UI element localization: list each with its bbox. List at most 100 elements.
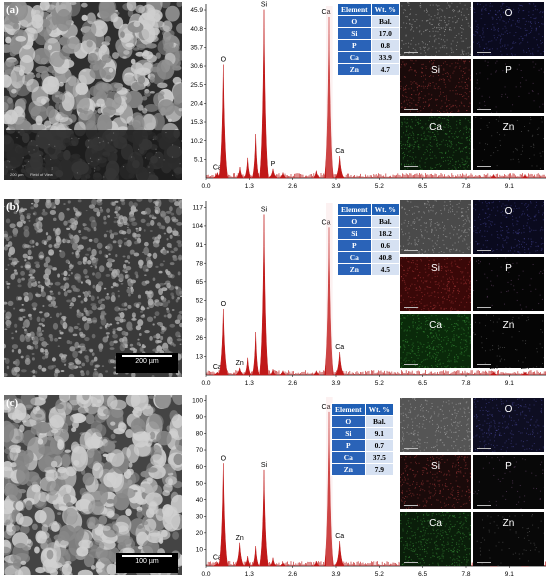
peak-label-zn: Zn xyxy=(236,360,244,367)
spectrum-peak xyxy=(251,546,260,567)
spectrum-peak xyxy=(312,560,320,567)
map-scalebar xyxy=(477,166,491,167)
map-scalebar xyxy=(477,364,491,365)
map-scalebar xyxy=(404,448,418,449)
x-tick-label: 2.6 xyxy=(288,183,297,190)
cell: O xyxy=(337,15,372,28)
table-row: Si 18.2 xyxy=(337,227,400,240)
map-p-a: P xyxy=(473,59,544,113)
sem-image-b: (b) 200 µm xyxy=(4,199,182,377)
col-element-b: Element xyxy=(337,203,372,216)
scalebar-line xyxy=(122,555,172,557)
table-row: Ca 40.8 xyxy=(337,251,400,264)
map-scalebar xyxy=(404,250,418,251)
cell: Zn xyxy=(331,463,366,476)
col-wt-b: Wt. % xyxy=(370,203,400,216)
map-scalebar xyxy=(404,562,418,563)
spectrum-peak xyxy=(269,557,277,567)
peak-label-zn: Zn xyxy=(236,535,244,542)
spectrum-peak xyxy=(324,227,334,376)
map-o-a: O xyxy=(473,2,544,56)
spectrum-peak xyxy=(243,556,253,567)
y-tick-label: 26 xyxy=(196,335,204,342)
table-row: P 0.8 xyxy=(337,39,400,52)
peak-label-ca: Ca xyxy=(335,148,344,155)
map-label: Si xyxy=(431,65,440,76)
panel-b: (b) 200 µm 13 26 39 52 65 78 91 104 117 0.0 1.3 2.6… xyxy=(0,197,550,390)
spectrum-peak xyxy=(324,16,334,179)
table-row: P 0.7 xyxy=(331,439,394,452)
y-tick-label: 30.6 xyxy=(190,63,203,70)
spectrum-peak xyxy=(489,371,499,376)
x-tick-label: 7.8 xyxy=(461,183,470,190)
peak-label-ca: Ca xyxy=(322,404,331,411)
spectrum-peak xyxy=(490,173,498,179)
sem-image-a: (a) 200 µm Field of View xyxy=(4,2,182,180)
y-tick-label: 50 xyxy=(196,480,204,487)
spectrum-highlight xyxy=(326,203,333,375)
y-tick-label: 15.3 xyxy=(190,119,203,126)
map-label: Ca xyxy=(429,122,442,133)
y-tick-label: 104 xyxy=(192,223,203,230)
y-tick-label: 52 xyxy=(196,298,204,305)
map-ca-a: Ca xyxy=(400,116,471,170)
cell: Si xyxy=(337,27,372,40)
y-tick-label: 91 xyxy=(196,242,204,249)
map-p-c: P xyxy=(473,455,544,509)
cell: 0.7 xyxy=(364,439,394,452)
spectrum-highlight xyxy=(326,397,333,566)
y-tick-label: 20.4 xyxy=(190,101,203,108)
cell: Bal. xyxy=(364,415,394,428)
scale-text-b: 200 µm xyxy=(135,358,159,365)
map-texture xyxy=(476,514,544,566)
col-element-c: Element xyxy=(331,403,366,416)
scale-text-c: 100 µm xyxy=(135,558,159,565)
table-row: O Bal. xyxy=(337,215,400,228)
spectrum-peak xyxy=(324,411,334,567)
map-ca-b: Ca xyxy=(400,314,471,368)
col-wt-a: Wt. % xyxy=(370,3,400,16)
eds-spectrum-a: 5.1 10.2 15.3 20.4 25.5 30.6 35.7 40.8 45.9 0.0 1.… xyxy=(186,0,550,193)
x-tick-label: 1.3 xyxy=(245,183,254,190)
spectrum-peak xyxy=(235,166,245,179)
panel-label-b: (b) xyxy=(6,201,20,213)
sem-scalebar-b: 200 µm xyxy=(116,353,178,373)
spectrum-peak xyxy=(218,309,229,376)
peak-label-o: O xyxy=(221,301,227,308)
map-label: P xyxy=(505,263,512,274)
cell: Si xyxy=(337,227,372,240)
map-scalebar xyxy=(477,52,491,53)
spectrum-peak xyxy=(218,64,229,179)
map-scalebar xyxy=(404,307,418,308)
field-text-a: Field of View xyxy=(30,172,53,177)
scalebar-line xyxy=(122,355,172,357)
y-tick-label: 90 xyxy=(196,414,204,421)
map-zn-a: Zn xyxy=(473,116,544,170)
map-texture xyxy=(400,455,471,509)
spectrum-peak xyxy=(312,170,320,179)
x-tick-label: 3.9 xyxy=(331,571,340,578)
map-label: O xyxy=(504,404,513,415)
spectrum-peak xyxy=(279,561,287,567)
map-scalebar xyxy=(477,250,491,251)
map-texture xyxy=(473,200,544,254)
peak-label-si: Si xyxy=(261,206,268,213)
y-tick-label: 100 xyxy=(192,398,203,405)
table-row: Zn 4.5 xyxy=(337,263,400,276)
y-tick-label: 30 xyxy=(196,513,204,520)
panel-label-a: (a) xyxy=(6,4,19,16)
y-tick-label: 80 xyxy=(196,431,204,438)
map-scalebar xyxy=(477,562,491,563)
map-texture xyxy=(473,2,544,56)
x-tick-label: 0.0 xyxy=(201,380,210,387)
map-scalebar xyxy=(477,505,491,506)
spectrum-svg-c: 10 20 30 40 50 60 70 80 90 100 0.0 1.3 2.6 3.9 5.2 6.5 7… xyxy=(192,395,546,578)
y-tick-label: 25.5 xyxy=(190,82,203,89)
map-scalebar xyxy=(404,109,418,110)
table-row: O Bal. xyxy=(331,415,394,428)
spectrum-peak xyxy=(259,214,269,376)
map-zn-c: Zn xyxy=(473,512,544,566)
peak-label-ca: Ca xyxy=(335,344,344,351)
element-maps-c: O Si P Ca Zn xyxy=(400,398,546,566)
table-row: Zn 7.9 xyxy=(331,463,394,476)
